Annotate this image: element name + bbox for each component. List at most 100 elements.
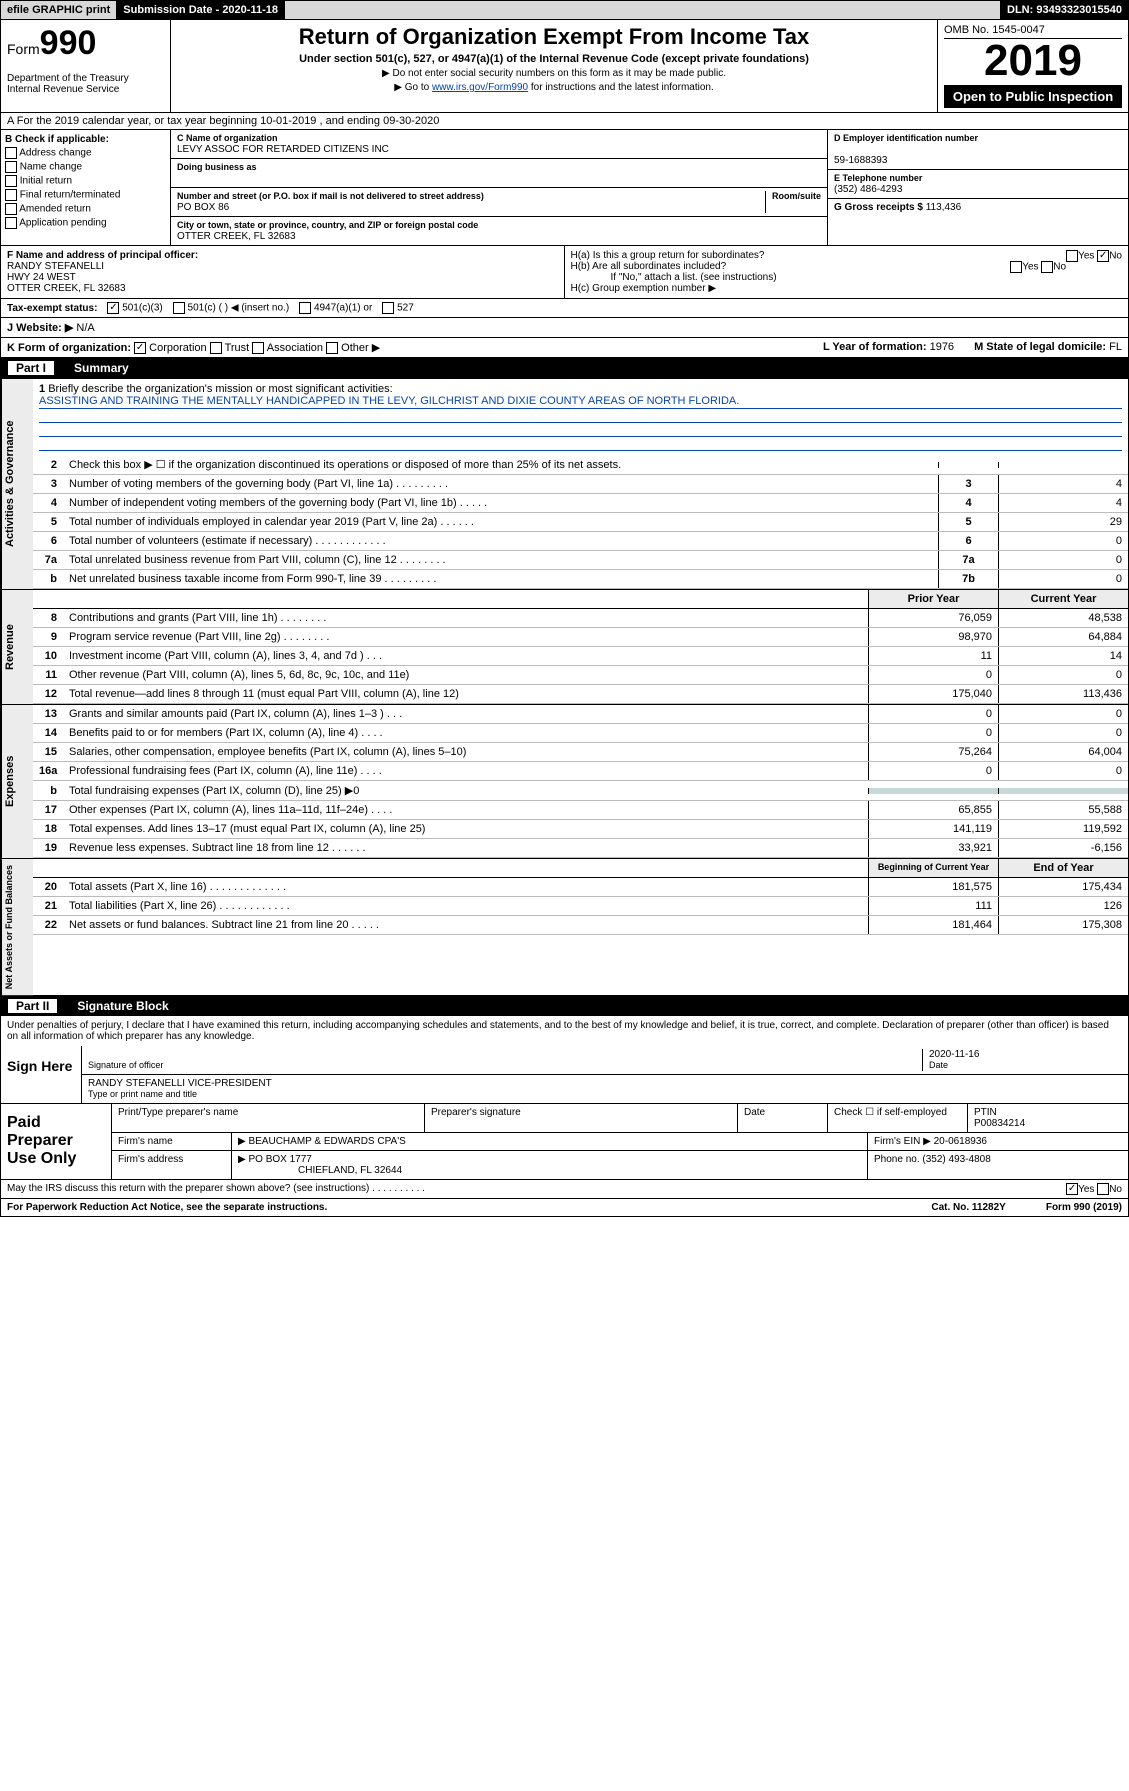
sig-date-caption: Date bbox=[929, 1060, 948, 1070]
col-headers-2: Beginning of Current Year End of Year bbox=[33, 859, 1128, 878]
table-row: 10Investment income (Part VIII, column (… bbox=[33, 647, 1128, 666]
open-inspection: Open to Public Inspection bbox=[944, 85, 1122, 108]
preparer-date-label: Date bbox=[744, 1107, 765, 1118]
perjury-text: Under penalties of perjury, I declare th… bbox=[1, 1016, 1128, 1046]
firm-ein: Firm's EIN ▶ 20-0618936 bbox=[868, 1133, 1128, 1150]
org-name: LEVY ASSOC FOR RETARDED CITIZENS INC bbox=[177, 144, 389, 155]
k-row: K Form of organization: ✓ Corporation Tr… bbox=[0, 338, 1129, 358]
ein-value: 59-1688393 bbox=[834, 155, 887, 166]
firm-addr-label: Firm's address bbox=[112, 1151, 232, 1179]
preparer-name-label: Print/Type preparer's name bbox=[118, 1107, 238, 1118]
table-row: 4Number of independent voting members of… bbox=[33, 494, 1128, 513]
form-ref: Form 990 (2019) bbox=[1046, 1202, 1122, 1213]
vtab-revenue: Revenue bbox=[1, 590, 33, 704]
gross-label: G Gross receipts $ bbox=[834, 202, 923, 213]
table-row: 13Grants and similar amounts paid (Part … bbox=[33, 705, 1128, 724]
paid-preparer: Paid Preparer Use Only Print/Type prepar… bbox=[0, 1104, 1129, 1180]
form-number: Form990 bbox=[7, 24, 164, 63]
h-b: H(b) Are all subordinates included? Yes … bbox=[571, 261, 1123, 272]
table-row: 17Other expenses (Part IX, column (A), l… bbox=[33, 801, 1128, 820]
chk-initial-return[interactable]: Initial return bbox=[5, 175, 166, 187]
chk-501c3[interactable]: ✓ 501(c)(3) bbox=[107, 302, 162, 314]
current-year-header: Current Year bbox=[998, 590, 1128, 609]
part-i-header: Part I Summary bbox=[0, 358, 1129, 378]
form-subtitle: Under section 501(c), 527, or 4947(a)(1)… bbox=[177, 53, 931, 65]
k-label: K Form of organization: bbox=[7, 342, 131, 354]
year-formation: L Year of formation: 1976 bbox=[823, 341, 954, 354]
chk-name-change[interactable]: Name change bbox=[5, 161, 166, 173]
sig-name: RANDY STEFANELLI VICE-PRESIDENT bbox=[88, 1078, 272, 1089]
chk-final-return[interactable]: Final return/terminated bbox=[5, 189, 166, 201]
tax-status-label: Tax-exempt status: bbox=[7, 303, 97, 314]
officer-label: F Name and address of principal officer: bbox=[7, 250, 198, 261]
chk-address-change[interactable]: Address change bbox=[5, 147, 166, 159]
ptin-label: PTIN bbox=[974, 1107, 997, 1118]
revenue-table: Revenue Prior Year Current Year 8Contrib… bbox=[0, 590, 1129, 705]
mission-text: ASSISTING AND TRAINING THE MENTALLY HAND… bbox=[39, 395, 1122, 409]
discuss-no[interactable]: No bbox=[1097, 1184, 1122, 1195]
mission-label: Briefly describe the organization's miss… bbox=[48, 383, 392, 395]
mission-blank3 bbox=[39, 437, 1122, 451]
firm-addr-value: ▶ PO BOX 1777CHIEFLAND, FL 32644 bbox=[232, 1151, 868, 1179]
table-row: 16aProfessional fundraising fees (Part I… bbox=[33, 762, 1128, 781]
chk-527[interactable]: 527 bbox=[382, 302, 413, 314]
mission-block: 1 Briefly describe the organization's mi… bbox=[33, 379, 1128, 455]
firm-name-value: ▶ BEAUCHAMP & EDWARDS CPA'S bbox=[232, 1133, 868, 1150]
discuss-yes[interactable]: ✓Yes bbox=[1066, 1184, 1094, 1195]
chk-corp[interactable]: ✓ Corporation bbox=[134, 342, 207, 354]
chk-4947[interactable]: 4947(a)(1) or bbox=[299, 302, 372, 314]
officer-addr2: OTTER CREEK, FL 32683 bbox=[7, 283, 126, 294]
addr-value: PO BOX 86 bbox=[177, 202, 229, 213]
part-ii-num: Part II bbox=[8, 999, 57, 1013]
signature-block: Under penalties of perjury, I declare th… bbox=[0, 1016, 1129, 1104]
chk-application-pending[interactable]: Application pending bbox=[5, 217, 166, 229]
tax-year: 2019 bbox=[944, 39, 1122, 83]
col-headers: Prior Year Current Year bbox=[33, 590, 1128, 609]
top-bar: efile GRAPHIC print Submission Date - 20… bbox=[0, 0, 1129, 20]
table-row: 2Check this box ▶ ☐ if the organization … bbox=[33, 455, 1128, 475]
table-row: 19Revenue less expenses. Subtract line 1… bbox=[33, 839, 1128, 858]
expenses-table: Expenses 13Grants and similar amounts pa… bbox=[0, 705, 1129, 859]
city-label: City or town, state or province, country… bbox=[177, 220, 478, 230]
form-title: Return of Organization Exempt From Incom… bbox=[177, 24, 931, 50]
gross-value: 113,436 bbox=[926, 202, 961, 213]
table-row: 21Total liabilities (Part X, line 26) . … bbox=[33, 897, 1128, 916]
website-row: J Website: ▶ N/A bbox=[0, 318, 1129, 338]
table-row: 11Other revenue (Part VIII, column (A), … bbox=[33, 666, 1128, 685]
section-fh: F Name and address of principal officer:… bbox=[0, 246, 1129, 299]
efile-label[interactable]: efile GRAPHIC print bbox=[1, 1, 117, 19]
form-header: Form990 Department of the Treasury Inter… bbox=[0, 20, 1129, 113]
mission-blank2 bbox=[39, 423, 1122, 437]
part-i-title: Summary bbox=[74, 361, 129, 375]
table-row: 14Benefits paid to or for members (Part … bbox=[33, 724, 1128, 743]
cat-no: Cat. No. 11282Y bbox=[931, 1202, 1005, 1213]
irs-link[interactable]: www.irs.gov/Form990 bbox=[432, 82, 528, 93]
sig-officer-caption: Signature of officer bbox=[88, 1060, 163, 1070]
chk-501c[interactable]: 501(c) ( ) ◀ (insert no.) bbox=[173, 302, 289, 314]
part-i-num: Part I bbox=[8, 361, 54, 375]
chk-amended[interactable]: Amended return bbox=[5, 203, 166, 215]
table-row: 3Number of voting members of the governi… bbox=[33, 475, 1128, 494]
discuss-row: May the IRS discuss this return with the… bbox=[0, 1180, 1129, 1199]
paperwork-notice: For Paperwork Reduction Act Notice, see … bbox=[7, 1202, 327, 1213]
table-row: 7aTotal unrelated business revenue from … bbox=[33, 551, 1128, 570]
org-name-label: C Name of organization bbox=[177, 133, 278, 143]
sig-date: 2020-11-16 bbox=[929, 1049, 979, 1060]
chk-other[interactable]: Other ▶ bbox=[326, 342, 380, 354]
table-row: 12Total revenue—add lines 8 through 11 (… bbox=[33, 685, 1128, 704]
part-ii-title: Signature Block bbox=[77, 999, 168, 1013]
note-ssn: ▶ Do not enter social security numbers o… bbox=[177, 68, 931, 79]
page-footer: For Paperwork Reduction Act Notice, see … bbox=[0, 1199, 1129, 1217]
table-row: 22Net assets or fund balances. Subtract … bbox=[33, 916, 1128, 935]
paid-label: Paid Preparer Use Only bbox=[1, 1104, 111, 1179]
chk-trust[interactable]: Trust bbox=[210, 342, 250, 354]
tax-period: A For the 2019 calendar year, or tax yea… bbox=[0, 113, 1129, 130]
self-employed-check[interactable]: Check ☐ if self-employed bbox=[834, 1107, 947, 1118]
table-row: 9Program service revenue (Part VIII, lin… bbox=[33, 628, 1128, 647]
officer-name: RANDY STEFANELLI bbox=[7, 261, 104, 272]
meta-section: B Check if applicable: Address change Na… bbox=[0, 130, 1129, 246]
phone-value: (352) 486-4293 bbox=[834, 184, 902, 195]
netassets-table: Net Assets or Fund Balances Beginning of… bbox=[0, 859, 1129, 996]
chk-assoc[interactable]: Association bbox=[252, 342, 323, 354]
table-row: 15Salaries, other compensation, employee… bbox=[33, 743, 1128, 762]
